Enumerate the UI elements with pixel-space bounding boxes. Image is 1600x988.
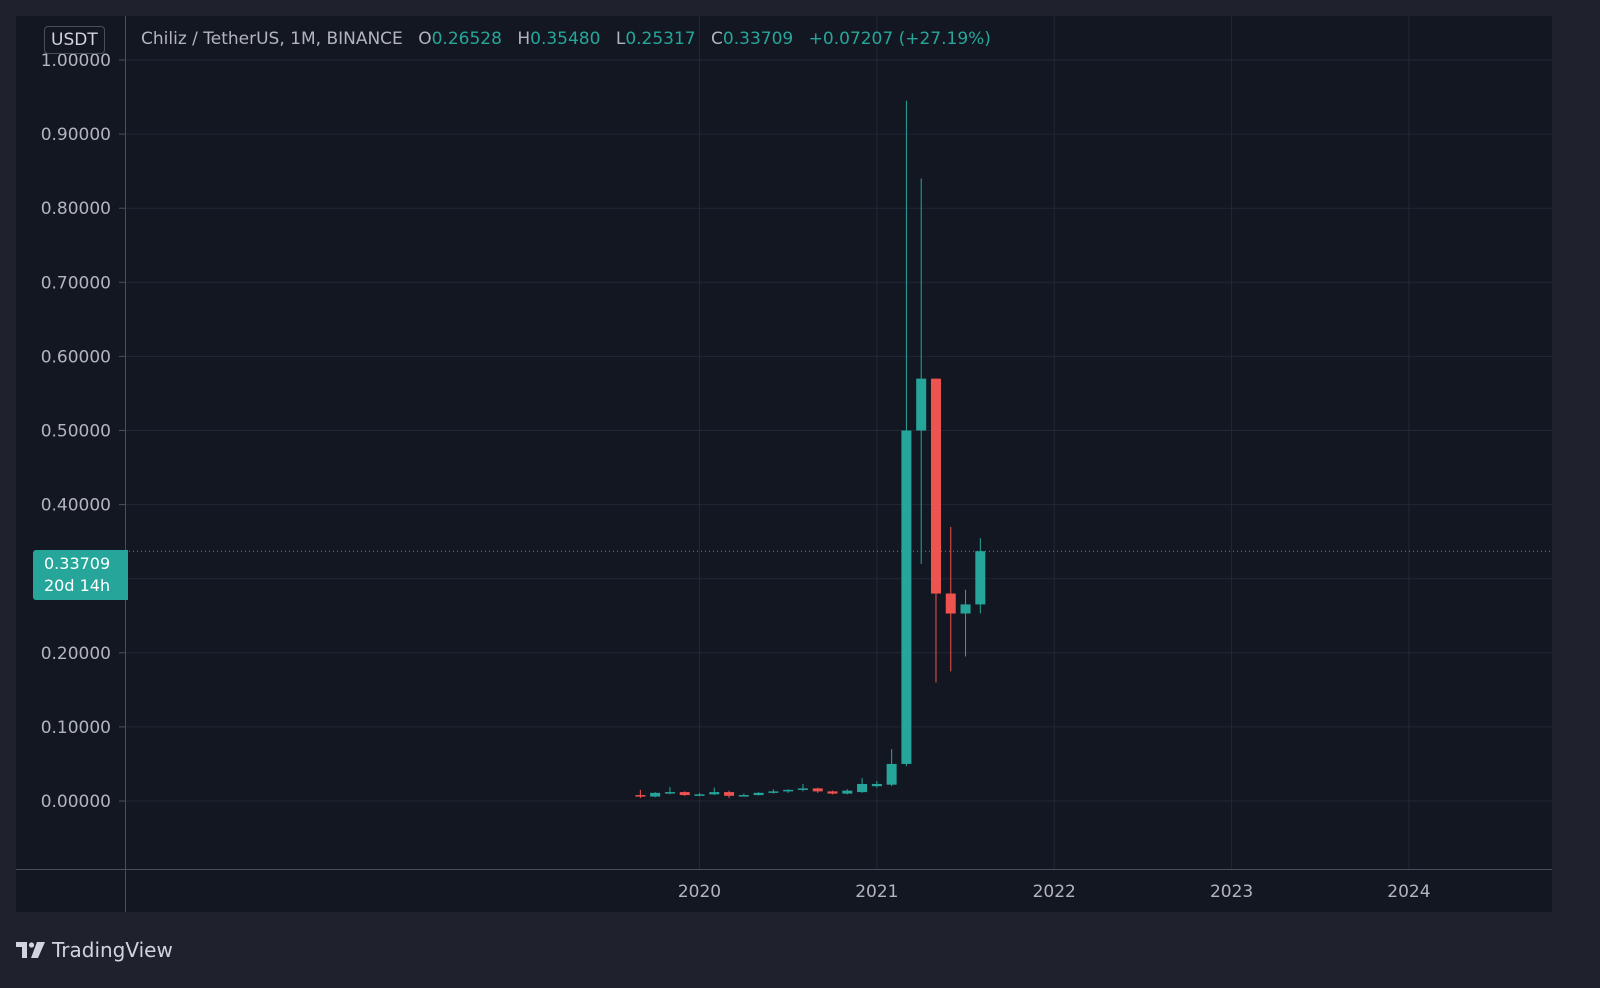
symbol-name[interactable]: Chiliz / TetherUS, 1M, BINANCE	[141, 29, 403, 49]
y-tick-label: 0.60000	[41, 347, 111, 367]
close-value: 0.33709	[722, 29, 794, 49]
candle	[842, 789, 853, 795]
candle	[945, 526, 956, 672]
candle-body	[975, 551, 986, 605]
candle-body	[738, 795, 749, 797]
y-tick-label: 0.00000	[41, 792, 111, 812]
candle	[857, 778, 868, 793]
candle-body	[842, 790, 853, 794]
candle	[679, 791, 690, 796]
y-tick-label: 0.70000	[41, 273, 111, 293]
x-axis-labels: 2020 2021 2022 2023 2024	[678, 882, 1431, 902]
candle-body	[930, 378, 941, 594]
candle-body	[709, 792, 720, 795]
chart-area[interactable]: 1.00000 0.90000 0.80000 0.70000 0.60000 0.500…	[16, 16, 1552, 912]
open-value: 0.26528	[431, 29, 502, 49]
grid-lines	[125, 16, 1552, 869]
x-tick-label: 2024	[1387, 882, 1430, 902]
candle-body	[827, 791, 838, 794]
candle	[783, 789, 794, 793]
x-tick-label: 2023	[1210, 882, 1253, 902]
y-tick-label: 1.00000	[41, 51, 111, 71]
candle-countdown: 20d 14h	[44, 576, 111, 595]
candle-body	[901, 430, 912, 764]
candle	[975, 538, 986, 614]
candle	[768, 789, 779, 794]
high-value: 0.35480	[530, 29, 601, 49]
currency-badge[interactable]: USDT	[44, 26, 105, 54]
x-tick-label: 2021	[855, 882, 898, 902]
y-tick-label: 0.80000	[41, 199, 111, 219]
y-tick-label: 0.50000	[41, 422, 111, 442]
candle	[960, 589, 971, 657]
symbol-legend: Chiliz / TetherUS, 1M, BINANCE O0.26528 …	[141, 29, 991, 49]
candle	[901, 100, 912, 767]
low-label: L	[615, 29, 626, 49]
candle-body	[797, 788, 808, 790]
candle-body	[694, 794, 705, 796]
x-tick-label: 2022	[1033, 882, 1076, 902]
candle	[930, 378, 941, 683]
high-label: H	[517, 29, 531, 49]
candle-body	[783, 789, 794, 792]
candle-body	[916, 378, 927, 431]
tradingview-logo-icon	[16, 942, 45, 958]
y-tick-label: 0.90000	[41, 125, 111, 145]
candle-body	[886, 763, 897, 785]
tradingview-logo[interactable]: TradingView	[16, 938, 173, 962]
tradingview-logo-text: TradingView	[52, 938, 173, 962]
candle	[635, 789, 646, 799]
candle	[886, 749, 897, 787]
candle-body	[768, 791, 779, 793]
candle-body	[635, 795, 646, 797]
y-tick-label: 0.20000	[41, 644, 111, 664]
candle-body	[724, 792, 735, 796]
current-price-badge: 0.33709 20d 14h	[33, 550, 128, 600]
candles	[635, 100, 986, 799]
candle	[664, 786, 675, 795]
low-value: 0.25317	[625, 29, 696, 49]
candle	[694, 792, 705, 797]
candle	[916, 178, 927, 564]
candle-body	[812, 788, 823, 792]
change-value: +0.07207 (+27.19%)	[808, 29, 991, 49]
candle	[709, 787, 720, 796]
candle-body	[753, 792, 764, 796]
close-label: C	[711, 29, 723, 49]
candle	[871, 780, 882, 788]
candle-body	[960, 604, 971, 614]
candle	[724, 790, 735, 799]
candle-body	[871, 783, 882, 787]
candle	[797, 783, 808, 792]
candle	[738, 793, 749, 797]
candle	[827, 790, 838, 795]
candle-body	[857, 783, 868, 793]
candle-body	[679, 792, 690, 796]
y-axis-labels: 1.00000 0.90000 0.80000 0.70000 0.60000 0.500…	[41, 51, 111, 812]
candle-body	[664, 792, 675, 794]
open-label: O	[418, 29, 432, 49]
candle-body	[945, 593, 956, 614]
chart-background	[16, 16, 1552, 912]
candle	[650, 792, 661, 798]
y-tick-label: 0.40000	[41, 496, 111, 516]
candle	[812, 787, 823, 793]
x-tick-label: 2020	[678, 882, 721, 902]
candle	[753, 792, 764, 796]
y-tick-label: 0.10000	[41, 718, 111, 738]
candle-body	[650, 792, 661, 797]
axes	[16, 16, 1552, 912]
current-price-value: 0.33709	[44, 554, 111, 573]
